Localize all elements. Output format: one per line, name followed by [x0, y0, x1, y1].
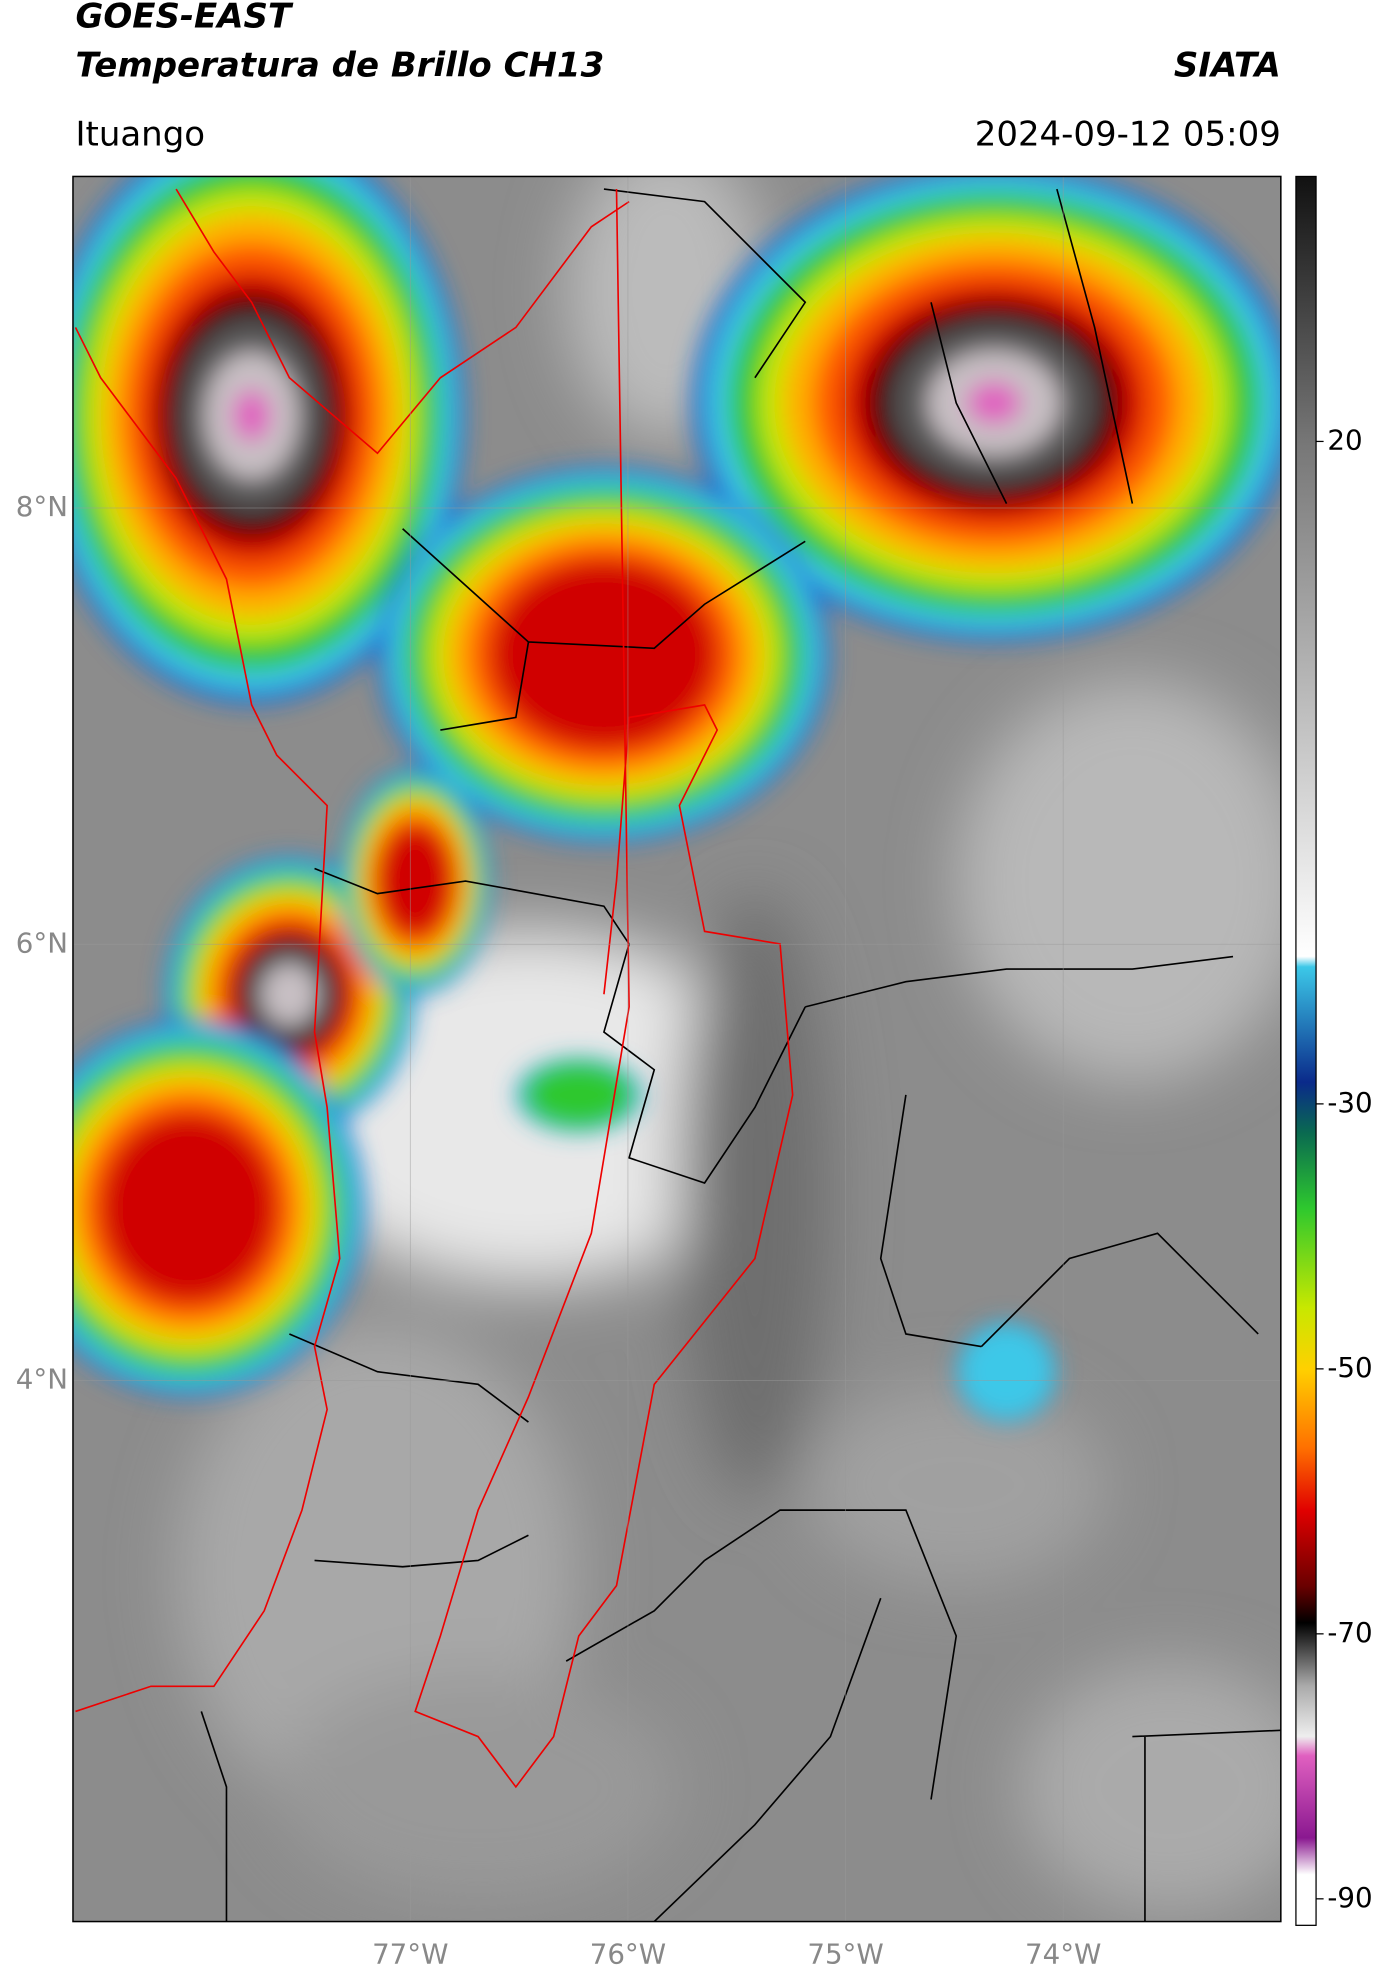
cloud-texture — [176, 176, 1281, 1913]
storm-layer — [100, 1113, 277, 1303]
x-tick-label: 74°W — [1025, 1938, 1101, 1971]
x-tick-label: 75°W — [807, 1938, 883, 1971]
subtitle: Temperatura de Brillo CH13 — [75, 45, 604, 85]
colorbar-tick-label: -30 — [1327, 1086, 1372, 1119]
axes: 77°W 76°W 75°W 74°W 8°N 6°N 4°N 20 -30 -50 -70 -90 — [16, 423, 1373, 1970]
x-tick-label: 77°W — [372, 1938, 448, 1971]
colorbar-tick-label: -50 — [1327, 1351, 1372, 1384]
agency: SIATA — [1174, 45, 1281, 85]
storm-layer — [490, 560, 718, 749]
y-tick-label: 8°N — [16, 490, 68, 523]
storm-layer — [261, 963, 318, 1025]
storm-layer — [958, 1323, 1055, 1420]
y-tick-label: 4°N — [16, 1363, 68, 1396]
colorbar-tick-label: -90 — [1327, 1881, 1372, 1914]
graticule — [72, 176, 1281, 1922]
datetime: 2024-09-12 05:09 — [975, 115, 1281, 155]
x-tick-label: 76°W — [590, 1938, 666, 1971]
storms — [72, 176, 1281, 1423]
map-image — [72, 176, 1281, 1922]
y-tick-label: 6°N — [16, 926, 68, 959]
borders — [74, 188, 1281, 1922]
storm-layer — [966, 381, 1022, 425]
storm-layer — [232, 389, 271, 442]
storm-layer — [377, 824, 453, 938]
colorbar-tick-label: 20 — [1327, 423, 1362, 456]
location: Ituango — [75, 115, 205, 155]
title: GOES-EAST — [75, 0, 293, 36]
map-frame — [72, 175, 1282, 1923]
colorbar-tick-label: -70 — [1327, 1616, 1372, 1649]
storm-layer — [523, 1061, 635, 1129]
colorbar — [1295, 175, 1317, 1926]
